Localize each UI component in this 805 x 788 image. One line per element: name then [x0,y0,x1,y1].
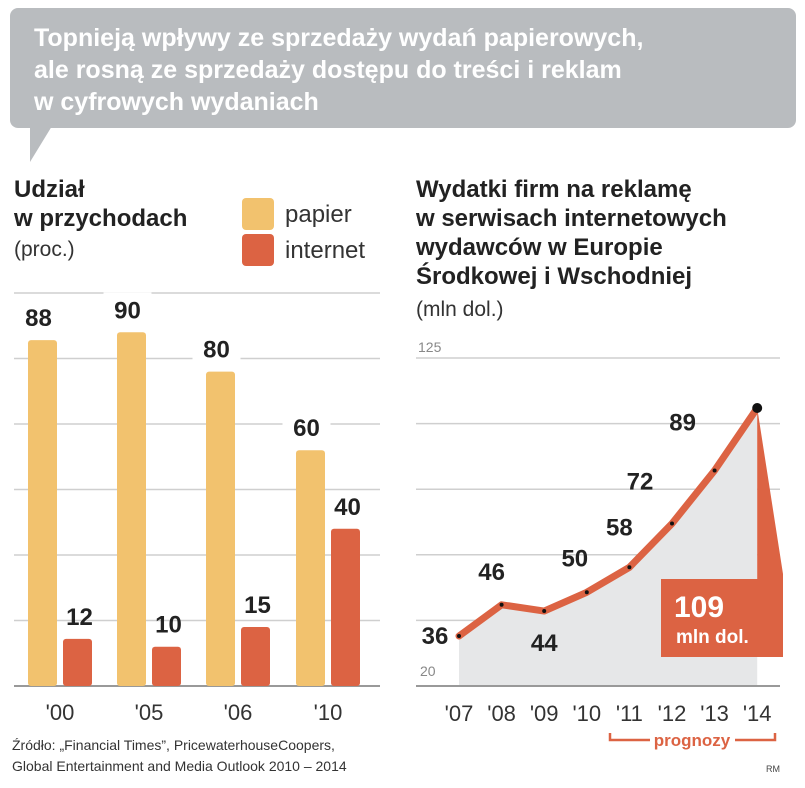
data-value-label: 58 [606,514,633,541]
data-value-label: 36 [422,623,449,650]
data-point [627,565,632,570]
left-title-line: Udział [14,176,85,203]
right-title-line: Wydatki firm na reklamę [416,176,692,203]
bar-papier [296,450,325,686]
bar-papier [28,340,57,686]
x-tick-label: '11 [616,701,643,726]
label-bg [103,292,152,325]
data-value-label: 46 [478,559,505,586]
right-unit: (mln dol.) [416,298,504,321]
y-tick-label: 125 [418,339,442,355]
headline-banner: Topnieją wpływy ze sprzedaży wydań papie… [10,8,796,128]
right-title-line: w serwisach internetowych [416,205,727,232]
data-point [752,402,763,413]
bar-papier [206,371,235,686]
headline-line: ale rosną ze sprzedaży dostępu do treści… [34,56,622,84]
callout-unit: mln dol. [676,627,749,648]
x-tick-label: '14 [743,701,772,726]
x-tick-label: '12 [658,701,687,726]
legend-swatch-papier [242,198,274,230]
data-value-label: 72 [627,469,654,496]
right-title: Wydatki firm na reklamę w serwisach inte… [416,175,727,291]
bar-internet [241,627,270,686]
data-point [499,602,504,607]
callout-value: 109 [674,591,724,624]
bar-value-label: 15 [244,592,271,619]
data-point [670,521,674,526]
series-line [455,404,761,640]
banner-tail [30,126,52,162]
bar-papier [117,332,146,686]
bar-internet [63,638,92,686]
legend-internet: internet [285,237,366,264]
x-tick-label: '10 [572,701,601,726]
left-title-line: w przychodach [14,205,188,232]
callout-box [661,407,783,657]
source-line: Źródło: „Financial Times”, Pricewaterhou… [12,737,335,753]
data-point [712,468,717,473]
x-tick-label: '08 [487,701,516,726]
x-tick-label: '10 [314,700,343,725]
source-line: Global Entertainment and Media Outlook 2… [12,758,347,774]
label-bg [192,331,241,364]
source-note: Źródło: „Financial Times”, Pricewaterhou… [12,735,347,777]
bar-value-label: 12 [66,604,93,631]
x-tick-label: '09 [530,701,559,726]
bar-value-label: 10 [155,612,182,639]
bar-value-label: 40 [334,494,361,521]
left-title: Udział w przychodach [14,175,187,233]
x-tick-label: '00 [46,700,75,725]
x-tick-label: '06 [224,700,253,725]
bar-value-label: 80 [203,337,230,364]
x-tick-label: '07 [445,701,474,726]
bar-internet [331,528,360,686]
label-bg [282,410,331,443]
right-title-line: Środkowej i Wschodniej [416,263,693,290]
forecast-label: prognozy [654,731,731,750]
data-value-label: 50 [561,545,588,572]
data-value-label: 44 [531,630,558,657]
label-bg [14,300,63,333]
forecast-bracket [608,733,777,742]
credit: RM [766,764,780,774]
headline-line: Topnieją wpływy ze sprzedaży wydań papie… [34,24,644,52]
left-unit: (proc.) [14,238,75,261]
data-point [457,634,461,639]
y-tick-label: 20 [420,663,436,679]
bar-internet [152,646,181,686]
x-tick-label: '05 [135,700,164,725]
right-title-line: wydawców w Europie [416,234,663,261]
bar-value-label: 60 [293,415,320,442]
legend-swatch-internet [242,234,274,266]
legend-papier: papier [285,201,352,228]
data-point [584,590,589,595]
bar-value-label: 88 [25,305,52,332]
headline: Topnieją wpływy ze sprzedaży wydań papie… [34,22,804,118]
data-point [542,609,547,614]
x-tick-label: '13 [700,701,729,726]
bar-value-label: 90 [114,297,141,324]
headline-line: w cyfrowych wydaniach [34,88,319,116]
data-value-label: 89 [669,409,696,436]
